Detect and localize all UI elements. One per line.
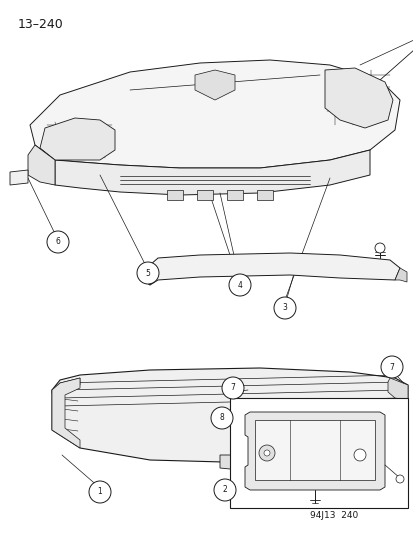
Circle shape	[374, 243, 384, 253]
Polygon shape	[10, 170, 28, 185]
Polygon shape	[52, 378, 80, 448]
Text: 1: 1	[97, 488, 102, 497]
Polygon shape	[219, 455, 274, 470]
Bar	[230, 398, 407, 508]
Polygon shape	[244, 412, 384, 490]
Circle shape	[211, 407, 233, 429]
Text: 3: 3	[282, 303, 287, 312]
Polygon shape	[142, 253, 399, 285]
Polygon shape	[30, 60, 399, 168]
Circle shape	[89, 481, 111, 503]
Circle shape	[221, 377, 243, 399]
Polygon shape	[52, 378, 80, 396]
Circle shape	[137, 262, 159, 284]
Text: 5: 5	[145, 269, 150, 278]
Polygon shape	[387, 378, 407, 400]
Circle shape	[47, 231, 69, 253]
Polygon shape	[324, 68, 392, 128]
Polygon shape	[195, 70, 235, 100]
Circle shape	[228, 274, 250, 296]
Text: 13–240: 13–240	[18, 18, 64, 31]
Circle shape	[395, 475, 403, 483]
Circle shape	[263, 450, 269, 456]
Polygon shape	[40, 118, 115, 160]
Polygon shape	[226, 190, 242, 200]
Circle shape	[353, 449, 365, 461]
Text: 8: 8	[219, 414, 224, 423]
Text: 6: 6	[55, 238, 60, 246]
Polygon shape	[394, 268, 406, 282]
Polygon shape	[256, 190, 272, 200]
Circle shape	[380, 356, 402, 378]
Polygon shape	[52, 368, 407, 463]
Text: 7: 7	[389, 362, 394, 372]
Circle shape	[243, 480, 252, 488]
Circle shape	[214, 479, 235, 501]
Text: 2: 2	[222, 486, 227, 495]
Circle shape	[273, 297, 295, 319]
Text: 94J13  240: 94J13 240	[309, 511, 357, 520]
Polygon shape	[254, 420, 374, 480]
Text: 4: 4	[237, 280, 242, 289]
Text: 7: 7	[230, 384, 235, 392]
Polygon shape	[55, 150, 369, 195]
Circle shape	[259, 445, 274, 461]
Polygon shape	[28, 145, 55, 185]
Polygon shape	[166, 190, 183, 200]
Polygon shape	[142, 265, 150, 285]
Polygon shape	[197, 190, 212, 200]
